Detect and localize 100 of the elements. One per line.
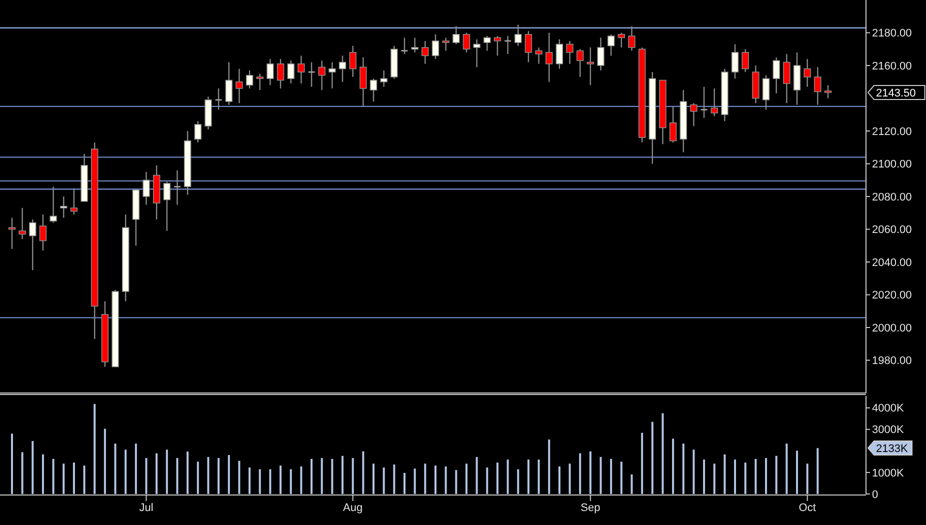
bar [672,438,674,494]
bar [310,458,313,494]
candlestick [607,34,615,56]
candlestick [360,56,367,108]
bar [610,458,612,494]
bar [548,440,550,494]
candlestick [772,56,780,94]
candlestick [814,66,822,106]
candlestick [432,34,440,60]
bar [72,462,75,494]
candlestick [225,62,232,106]
candlestick [298,55,305,84]
candlestick [338,55,346,82]
bar [218,458,220,494]
bar [156,453,158,494]
text: 2143.50 [876,87,916,100]
candlestick [39,214,47,252]
candlestick [60,196,68,218]
bar [465,464,468,494]
candlestick [731,44,739,80]
bar [238,460,240,494]
candlestick [8,217,16,250]
bar [713,464,716,494]
y-tick-label: 3000K [872,424,904,436]
candlestick [318,60,326,91]
candlestick [462,32,470,53]
candlestick [442,37,450,52]
candlestick [556,38,564,70]
candlestick [246,70,254,90]
candlestick [535,46,542,64]
y-tick-label: 2020.00 [872,290,912,302]
candlestick [494,35,502,56]
bar [703,460,706,494]
candlestick [742,48,749,73]
bar [692,450,695,494]
candlestick [618,32,626,48]
candlestick [411,37,418,53]
candlestick [669,106,677,144]
candlestick [484,35,491,52]
x-tick-label: Aug [343,502,363,514]
bar [352,458,354,494]
bar [94,404,96,494]
candlestick [783,53,790,104]
bar [320,458,323,494]
bar [362,451,364,494]
bar [403,472,406,494]
bar [196,462,199,494]
y-tick-label: 2040.00 [872,256,912,269]
candlestick [824,84,832,99]
bar [506,460,509,494]
bar [786,444,788,494]
candlestick [524,30,532,63]
y-tick-label: 2180.00 [872,28,912,40]
bar [10,434,13,494]
bar [600,456,602,494]
candlestick [452,26,460,45]
candlestick [308,62,316,88]
candlestick [276,58,284,90]
candlestick [804,58,811,88]
bar [682,444,684,494]
candlestick [194,120,202,144]
bar [280,466,282,494]
bar [496,462,498,494]
bar [372,464,375,494]
candlestick [690,102,698,127]
candlestick [173,170,182,206]
x-tick-label: Oct [798,502,816,514]
bar [52,458,54,494]
bar [258,469,261,494]
bar [21,452,24,494]
candlestick [29,218,36,271]
bar [331,458,334,494]
bar [414,468,416,494]
bar [382,468,385,494]
candlestick [18,207,26,240]
bar [424,464,426,494]
bar [114,444,116,494]
candlestick [628,26,636,52]
bar [186,452,189,494]
bar [651,422,654,494]
bar [734,460,736,494]
bar [145,458,148,494]
bar [455,470,458,494]
bar [775,456,778,494]
candlestick [700,86,708,118]
bar [754,458,757,494]
candlestick [287,60,294,84]
candlestick [597,37,604,72]
bar [744,462,746,494]
bar [589,451,592,494]
bar [538,460,540,494]
bar [228,455,230,494]
candlestick [266,58,274,86]
bar [558,466,560,494]
y-tick-label: 1980.00 [872,355,912,368]
bar [166,450,168,494]
bar [124,450,127,494]
y-tick-label: 1000K [872,467,904,480]
bar [765,458,768,494]
y-tick-label: 2120.00 [872,126,912,138]
